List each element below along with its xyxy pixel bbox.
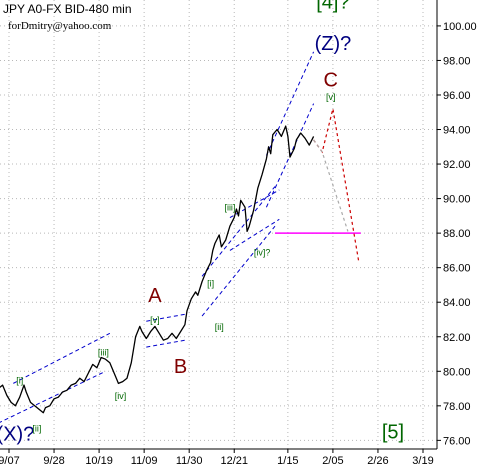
wave-label-12: [iv] <box>115 391 127 401</box>
wave-label-13: [i] <box>16 375 23 385</box>
wave-label-6: [i] <box>207 279 214 289</box>
y-tick-label-11: 98.00 <box>443 55 471 67</box>
wave-label-14: (X)? <box>0 423 34 445</box>
y-tick-label-3: 82.00 <box>443 332 471 344</box>
wave-label-3: [v] <box>326 92 336 102</box>
x-axis-ticks: 9/07 9/28 10/19 11/09 11/30 12/21 1/15 2/05 2/26… <box>0 449 434 466</box>
wave-label-4: [iii] <box>224 203 235 213</box>
y-tick-label-8: 92.00 <box>443 159 471 171</box>
wave-label-9: [v] <box>150 315 160 325</box>
y-tick-label-10: 96.00 <box>443 90 471 102</box>
wave-label-2: C <box>324 69 338 91</box>
y-tick-label-1: 78.00 <box>443 401 471 413</box>
y-tick-label-0: 76.00 <box>443 435 471 447</box>
y-tick-label-12: 100.00 <box>443 21 477 33</box>
channel-3-a <box>229 218 280 251</box>
price-series-line <box>0 125 315 414</box>
channel-2-b <box>201 186 276 277</box>
x-tick-label-9: 3/19 <box>412 455 433 466</box>
projection-layer <box>313 108 360 261</box>
channel-4-b <box>265 51 315 156</box>
x-tick-label-3: 11/09 <box>131 455 158 466</box>
channel-2-a <box>201 225 276 317</box>
x-tick-label-2: 10/19 <box>85 455 113 466</box>
series-layer <box>0 125 315 414</box>
x-tick-label-1: 9/28 <box>43 455 64 466</box>
wave-label-5: [iv]? <box>254 248 271 258</box>
x-tick-label-6: 1/15 <box>277 455 298 466</box>
wave-label-7: [ii] <box>215 322 224 332</box>
wave-label-0: [4]? <box>316 0 349 14</box>
y-axis-ticks: 76.00 78.00 80.00 82.00 84.00 86.00 88.00 90.00… <box>437 21 477 447</box>
x-tick-label-4: 11/30 <box>176 455 203 466</box>
y-tick-label-5: 86.00 <box>443 263 471 275</box>
x-tick-label-8: 2/26 <box>367 455 388 466</box>
y-tick-label-7: 90.00 <box>443 194 471 206</box>
projection-path-1 <box>313 139 349 232</box>
x-tick-label-0: 9/07 <box>0 455 20 466</box>
y-tick-label-6: 88.00 <box>443 228 471 240</box>
x-tick-label-7: 2/05 <box>322 455 343 466</box>
annotation-layer: [4]?(Z)?C[v][iii][iv]?[i][ii]A[v]B[iii][… <box>0 0 404 445</box>
wave-label-11: [iii] <box>98 348 109 358</box>
wave-label-1: (Z)? <box>315 33 352 55</box>
chart-title: JPY A0-FX BID-480 min <box>3 2 132 16</box>
wave-label-16: [5] <box>382 422 404 444</box>
y-tick-label-4: 84.00 <box>443 297 471 309</box>
y-tick-label-9: 94.00 <box>443 125 471 137</box>
wave-label-8: A <box>148 285 162 307</box>
chart-subtitle: forDmitry@yahoo.com <box>8 20 112 32</box>
wave-label-10: B <box>174 356 187 378</box>
grid-layer <box>0 0 437 449</box>
y-tick-label-2: 80.00 <box>443 366 471 378</box>
wave-label-15: [ii] <box>32 424 41 434</box>
channel-0-a <box>0 370 106 423</box>
x-tick-label-5: 12/21 <box>220 455 248 466</box>
